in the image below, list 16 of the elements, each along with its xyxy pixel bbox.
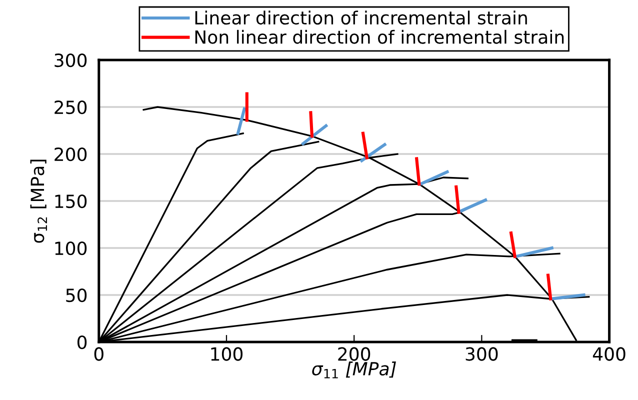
y-tick-label: 250: [54, 100, 87, 114]
legend-label: Linear direction of incremental strain: [195, 10, 527, 25]
x-axis-title: σ$_{11}$ [MPa]: [312, 362, 396, 378]
legend-label: Non linear direction of incremental strain: [195, 30, 564, 44]
x-tick-label: 400: [592, 347, 626, 361]
y-axis-title: σ$_{12}$ [MPa]: [30, 160, 47, 243]
y-tick-label: 150: [55, 194, 87, 208]
x-tick-label: 100: [211, 347, 243, 361]
y-tick-label: 300: [54, 53, 87, 68]
y-tick-label: 100: [55, 241, 87, 256]
y-tick-label: 0: [77, 335, 87, 350]
x-tick-label: 0: [94, 347, 104, 361]
x-tick-label: 200: [338, 347, 370, 361]
x-tick-label: 300: [466, 347, 498, 361]
y-tick-label: 50: [66, 288, 87, 302]
y-tick-label: 200: [54, 147, 87, 162]
